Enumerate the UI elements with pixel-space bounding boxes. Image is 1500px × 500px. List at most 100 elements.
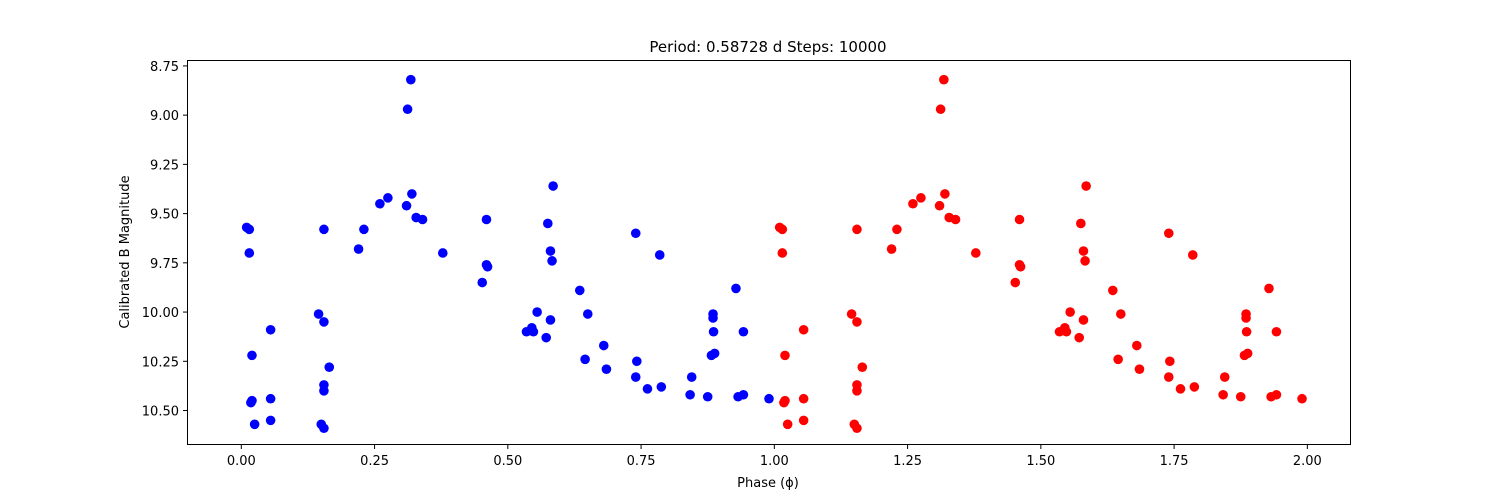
data-point bbox=[908, 198, 918, 209]
data-point bbox=[407, 189, 417, 199]
data-point bbox=[265, 324, 276, 335]
data-point bbox=[1074, 332, 1085, 343]
data-point bbox=[402, 104, 413, 115]
data-point bbox=[477, 277, 488, 288]
data-point bbox=[777, 248, 788, 258]
data-point bbox=[971, 248, 981, 258]
data-point bbox=[545, 246, 556, 256]
data-point bbox=[708, 313, 718, 323]
data-point bbox=[779, 397, 789, 408]
data-point bbox=[702, 391, 713, 402]
data-point bbox=[1271, 389, 1282, 400]
data-point bbox=[1080, 256, 1090, 266]
data-point bbox=[892, 224, 902, 235]
data-point bbox=[1241, 326, 1252, 337]
data-point bbox=[764, 393, 774, 404]
data-point bbox=[383, 193, 393, 203]
data-point bbox=[1235, 391, 1246, 402]
y-tick-label: 10.50 bbox=[142, 405, 179, 420]
data-point bbox=[709, 348, 720, 359]
data-point bbox=[935, 104, 946, 115]
data-point bbox=[738, 389, 749, 400]
data-point bbox=[630, 372, 641, 382]
data-point bbox=[934, 200, 945, 211]
data-point bbox=[780, 350, 790, 361]
y-axis-label: Calibrated B Magnitude bbox=[118, 175, 133, 328]
data-point bbox=[1065, 307, 1075, 317]
data-point bbox=[1113, 354, 1123, 365]
x-tick-label: 2.00 bbox=[1293, 454, 1322, 469]
data-point bbox=[1015, 261, 1026, 272]
data-point bbox=[1078, 315, 1089, 325]
data-point bbox=[574, 285, 585, 296]
data-point bbox=[1010, 277, 1021, 288]
data-point bbox=[685, 389, 695, 400]
data-point bbox=[401, 200, 412, 211]
data-point bbox=[916, 193, 926, 203]
plot-area-frame bbox=[187, 60, 1351, 445]
chart-title: Period: 0.58728 d Steps: 10000 bbox=[649, 38, 886, 56]
y-tick-label: 9.75 bbox=[150, 257, 179, 272]
data-point bbox=[582, 309, 593, 319]
data-points bbox=[241, 74, 1307, 434]
data-point bbox=[532, 307, 542, 317]
data-point bbox=[1108, 285, 1118, 296]
data-point bbox=[1081, 181, 1091, 191]
data-point bbox=[1115, 309, 1126, 319]
data-point bbox=[798, 393, 809, 404]
data-point bbox=[375, 198, 385, 209]
data-point bbox=[782, 419, 793, 430]
data-point bbox=[319, 224, 329, 235]
data-point bbox=[1163, 228, 1174, 239]
data-point bbox=[244, 224, 255, 235]
x-tick-label: 0.75 bbox=[627, 454, 656, 469]
data-point bbox=[886, 244, 897, 254]
data-point bbox=[654, 250, 665, 260]
data-point bbox=[1218, 389, 1228, 400]
data-point bbox=[1131, 340, 1142, 351]
data-point bbox=[528, 326, 539, 337]
x-tick-label: 1.50 bbox=[1026, 454, 1055, 469]
data-point bbox=[249, 419, 260, 430]
data-point bbox=[950, 214, 961, 225]
data-point bbox=[738, 326, 749, 337]
data-point bbox=[437, 248, 448, 258]
data-point bbox=[852, 224, 862, 235]
data-point bbox=[1076, 218, 1086, 229]
data-point bbox=[1189, 382, 1200, 392]
data-point bbox=[541, 332, 551, 343]
data-point bbox=[777, 224, 788, 235]
data-point bbox=[580, 354, 590, 365]
data-point bbox=[481, 214, 492, 225]
x-tick-label: 1.25 bbox=[893, 454, 922, 469]
data-point bbox=[1219, 372, 1230, 382]
data-point bbox=[545, 315, 556, 325]
y-tick-label: 9.00 bbox=[150, 109, 179, 124]
data-point bbox=[630, 228, 641, 239]
data-point bbox=[1014, 214, 1025, 225]
y-tick-label: 8.75 bbox=[150, 60, 179, 75]
y-tick-label: 9.25 bbox=[150, 158, 179, 173]
data-point bbox=[1241, 313, 1251, 323]
data-point bbox=[1078, 246, 1089, 256]
data-point bbox=[846, 309, 857, 319]
data-point bbox=[1165, 356, 1175, 367]
data-point bbox=[656, 382, 667, 392]
x-tick-label: 0.00 bbox=[227, 454, 256, 469]
data-point bbox=[265, 393, 276, 404]
data-point bbox=[1175, 384, 1186, 394]
data-point bbox=[857, 362, 868, 373]
data-point bbox=[542, 218, 553, 229]
data-point bbox=[731, 283, 741, 294]
data-point bbox=[1271, 326, 1282, 337]
data-point bbox=[798, 324, 809, 335]
data-point bbox=[852, 386, 862, 396]
y-tick-label: 9.50 bbox=[150, 208, 179, 223]
data-point bbox=[548, 181, 558, 191]
data-point bbox=[265, 415, 276, 426]
data-point bbox=[324, 362, 335, 373]
data-point bbox=[313, 309, 324, 319]
y-tick-label: 10.25 bbox=[142, 355, 179, 370]
data-point bbox=[852, 423, 862, 434]
